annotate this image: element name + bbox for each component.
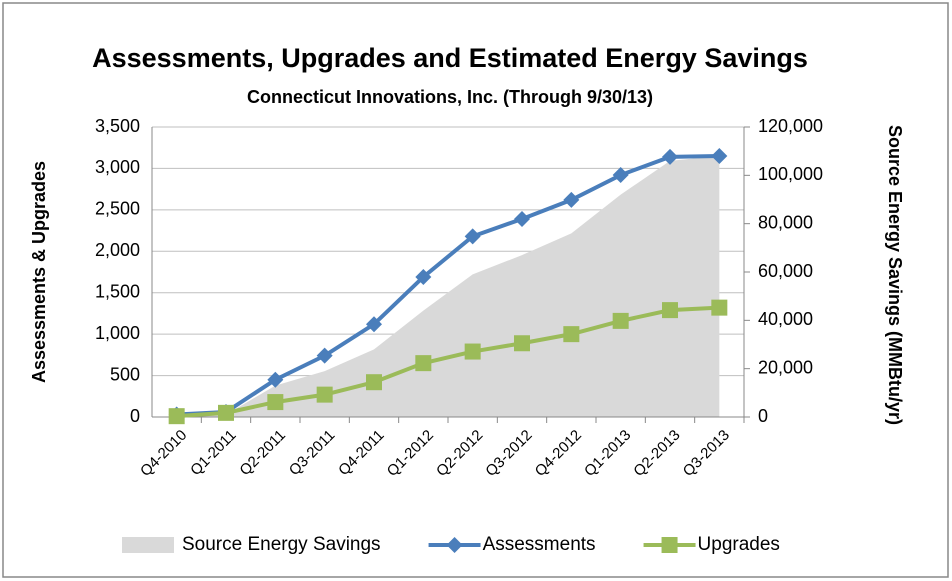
y2-tick-label: 20,000	[758, 357, 813, 377]
legend-marker	[661, 537, 678, 553]
square-marker	[612, 312, 629, 329]
y2-tick-label: 60,000	[758, 261, 813, 281]
y2-tick-label: 100,000	[758, 164, 823, 184]
y-tick-label: 500	[110, 364, 140, 384]
square-marker	[563, 326, 580, 343]
chart-subtitle: Connecticut Innovations, Inc. (Through 9…	[247, 87, 653, 107]
y2-tick-label: 80,000	[758, 212, 813, 232]
square-marker	[267, 394, 284, 411]
diamond-marker	[267, 371, 284, 388]
square-marker	[711, 299, 728, 316]
legend: Source Energy Savings Assessments Upgrades	[122, 534, 780, 555]
diamond-marker	[711, 148, 728, 164]
diamond-marker	[662, 148, 678, 165]
square-marker	[316, 386, 333, 403]
square-marker	[415, 355, 432, 372]
y2-axis-title-box: Source Energy Savings (MMBtu/yr)	[885, 124, 905, 426]
y-axis-title: Assessments & Upgrades	[29, 161, 49, 383]
diamond-marker	[612, 167, 629, 184]
y-tick-label: 3,500	[95, 116, 140, 136]
square-marker	[464, 343, 481, 360]
y-tick-label: 2,500	[95, 199, 140, 219]
y2-tick-label: 40,000	[758, 309, 813, 329]
legend-marker	[446, 537, 463, 553]
diamond-marker	[366, 316, 382, 333]
chart-title: Assessments, Upgrades and Estimated Ener…	[92, 43, 808, 73]
square-marker	[218, 404, 234, 421]
y-tick-label: 1,000	[95, 323, 140, 343]
square-marker	[662, 302, 678, 319]
y-tick-label: 2,000	[95, 240, 140, 260]
diamond-marker	[464, 228, 481, 245]
legend-label: Assessments	[483, 534, 596, 555]
diamond-marker	[415, 268, 432, 285]
y-tick-label: 0	[130, 406, 140, 426]
diamond-marker	[514, 210, 530, 227]
line	[176, 154, 720, 417]
legend-label: Source Energy Savings	[182, 534, 381, 555]
y-tick-label: 3,000	[95, 157, 140, 177]
line	[176, 305, 720, 419]
diamond-marker	[563, 191, 580, 208]
legend-label: Upgrades	[698, 534, 780, 555]
y-tick-label: 1,500	[95, 281, 140, 301]
diamond-marker	[316, 347, 333, 364]
area	[176, 156, 720, 417]
square-marker	[514, 335, 530, 352]
square-marker	[366, 374, 382, 391]
square-marker	[168, 408, 185, 425]
legend-swatch	[122, 537, 174, 553]
y2-tick-label: 120,000	[758, 116, 823, 136]
y2-axis-title: Source Energy Savings (MMBtu/yr)	[885, 124, 905, 426]
y2-tick-label: 0	[758, 406, 768, 426]
